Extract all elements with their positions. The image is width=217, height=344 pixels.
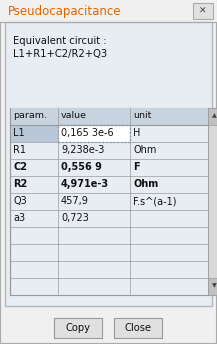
Bar [10, 125, 58, 142]
Text: ▲: ▲ [212, 114, 216, 118]
Text: L1+R1+C2/R2+Q3: L1+R1+C2/R2+Q3 [13, 49, 107, 59]
Text: L1: L1 [13, 128, 25, 138]
Text: Close: Close [124, 323, 151, 333]
Text: 0,165 3e-6: 0,165 3e-6 [61, 128, 114, 138]
Bar [10, 108, 208, 125]
Bar [208, 108, 217, 125]
Text: Ohm: Ohm [133, 145, 156, 155]
Bar [208, 108, 217, 295]
Bar [5, 22, 212, 306]
Text: 0,556 9: 0,556 9 [61, 162, 102, 172]
Bar [54, 318, 102, 338]
Text: param.: param. [13, 111, 47, 120]
Text: 457,9: 457,9 [61, 196, 89, 206]
Text: F.s^(a-1): F.s^(a-1) [133, 196, 176, 206]
Text: a3: a3 [13, 213, 25, 223]
Text: H: H [133, 128, 140, 138]
Bar [193, 3, 213, 19]
Text: Q3: Q3 [13, 196, 27, 206]
Text: 0,723: 0,723 [61, 213, 89, 223]
Bar [114, 318, 162, 338]
Text: unit: unit [133, 111, 151, 120]
Text: Equivalent circuit :: Equivalent circuit : [13, 36, 107, 46]
Bar [10, 108, 217, 295]
Text: 4,971e-3: 4,971e-3 [61, 179, 109, 189]
Text: ▼: ▼ [212, 283, 216, 289]
Text: 9,238e-3: 9,238e-3 [61, 145, 104, 155]
Text: C2: C2 [13, 162, 27, 172]
Text: Pseudocapacitance: Pseudocapacitance [8, 6, 122, 19]
Text: value: value [61, 111, 87, 120]
Text: R1: R1 [13, 145, 26, 155]
Text: Copy: Copy [66, 323, 90, 333]
Text: R2: R2 [13, 179, 27, 189]
Bar [0, 0, 217, 22]
Text: ✕: ✕ [199, 7, 207, 15]
Text: Ohm: Ohm [133, 179, 158, 189]
Text: F: F [133, 162, 140, 172]
Bar [208, 278, 217, 295]
Bar [58, 125, 130, 142]
